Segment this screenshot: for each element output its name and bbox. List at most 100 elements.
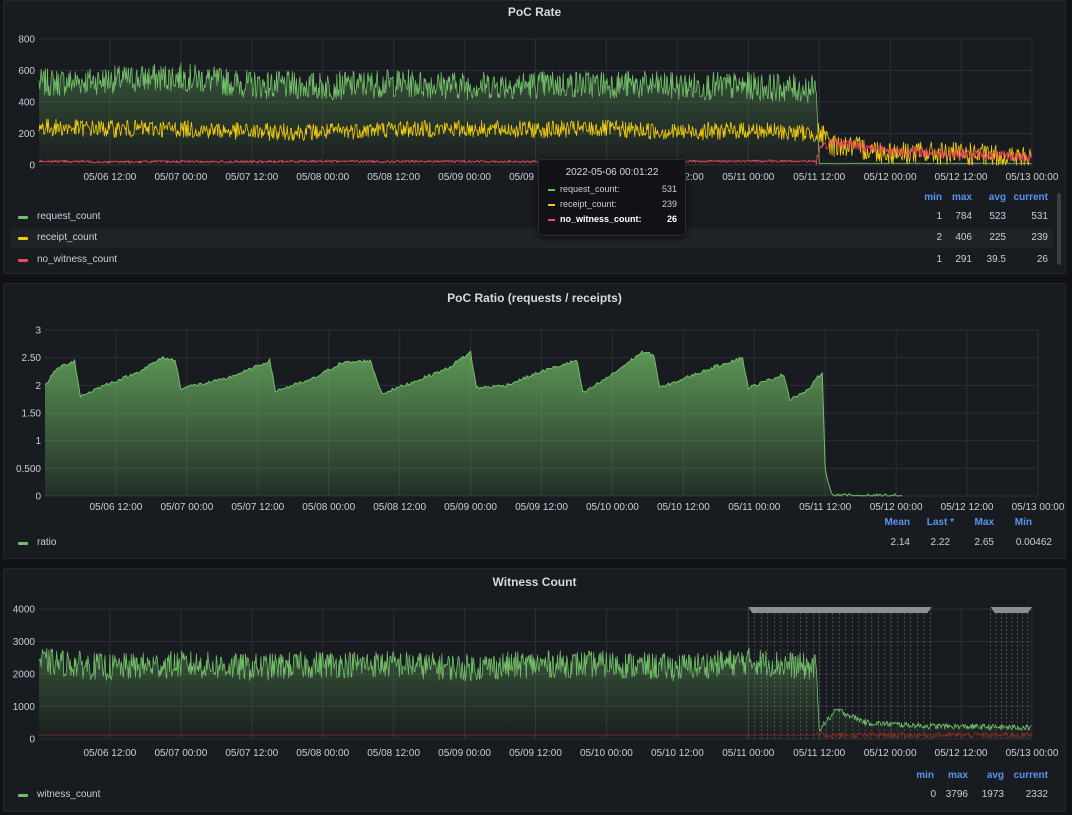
legend-min: 0.00462 (1015, 537, 1052, 548)
legend-header-last[interactable]: Last * (926, 517, 954, 528)
x-tick-label: 05/11 00:00 (722, 172, 775, 183)
legend-label: ratio (37, 537, 57, 548)
x-tick-label: 05/12 00:00 (864, 172, 917, 183)
y-tick-label: 1 (35, 436, 41, 447)
legend-avg: 523 (989, 211, 1006, 222)
series-line-baseline (39, 731, 1032, 739)
y-tick-label: 4000 (13, 605, 36, 616)
legend-row-request-count[interactable]: request_count 1 784 523 531 (10, 207, 1053, 227)
y-tick-label: 800 (18, 35, 35, 46)
y-tick-label: 3 (35, 326, 41, 337)
hover-tooltip: 2022-05-06 00:01:22 request_count: 531 r… (538, 159, 686, 236)
tooltip-time: 2022-05-06 00:01:22 (565, 167, 659, 178)
legend-header-current[interactable]: current (1013, 770, 1048, 781)
legend-row-witness-count[interactable]: witness_count 0 3796 1973 2332 (10, 785, 1053, 805)
x-tick-label: 05/08 00:00 (296, 748, 349, 759)
tooltip-series-name: receipt_count: (560, 199, 617, 209)
x-tick-label: 05/07 00:00 (154, 172, 207, 183)
x-tick-label: 05/08 00:00 (302, 502, 355, 513)
legend-row-no-witness-count[interactable]: no_witness_count 1 291 39.5 26 (10, 250, 1053, 270)
x-tick-label: 05/07 12:00 (225, 172, 278, 183)
x-tick-label: 05/13 00:00 (1006, 748, 1059, 759)
tooltip-row-no-witness-count: no_witness_count: 26 (548, 214, 677, 228)
x-tick-label: 05/07 00:00 (154, 748, 207, 759)
series-line-no_witness_count (38, 139, 1032, 166)
x-tick-label: 05/09 00:00 (438, 748, 491, 759)
legend-row-receipt-count[interactable]: receipt_count 2 406 225 239 (10, 228, 1053, 248)
legend-header-max[interactable]: max (951, 192, 972, 203)
legend-header-min[interactable]: min (924, 192, 942, 203)
x-tick-label: 05/12 00:00 (864, 748, 917, 759)
series-color-swatch (548, 204, 555, 206)
legend-max: 2.65 (974, 537, 994, 548)
legend-current: 26 (1036, 254, 1048, 265)
x-tick-label: 05/10 12:00 (651, 748, 704, 759)
legend-scrollbar[interactable] (1057, 193, 1061, 265)
legend-current: 2332 (1025, 789, 1048, 800)
series-line-witness_count (38, 647, 1032, 732)
legend-label: request_count (37, 211, 101, 222)
legend-last: 2.22 (930, 537, 950, 548)
x-tick-label: 05/09 12:00 (509, 172, 562, 183)
witness-count-panel: Witness Count 0 1000 2000 3000 4000 05/06 12:… (3, 568, 1066, 812)
series-color-swatch (18, 542, 28, 545)
poc-ratio-chart[interactable]: 0 0.500 1 1.50 2 2.50 3 05/06 12:00 05/07 00:00 0… (4, 284, 1065, 516)
x-tick-label: 05/11 12:00 (793, 172, 846, 183)
y-tick-label: 600 (18, 66, 35, 77)
x-tick-label: 05/11 12:00 (793, 748, 846, 759)
y-tick-label: 3000 (13, 637, 36, 648)
legend-min: 0 (930, 789, 936, 800)
x-tick-label: 05/11 00:00 (728, 502, 781, 513)
legend-header-min[interactable]: Min (1014, 517, 1032, 528)
series-color-swatch (548, 189, 555, 191)
series-line-request_count (38, 62, 1032, 165)
tooltip-row-request-count: request_count: 531 (548, 184, 677, 198)
x-tick-label: 05/07 12:00 (225, 748, 278, 759)
y-tick-label: 1.50 (22, 409, 42, 420)
y-tick-label: 1000 (13, 702, 36, 713)
series-color-swatch (18, 794, 28, 797)
x-tick-label: 05/09 00:00 (438, 172, 491, 183)
poc-rate-panel: PoC Rate 0 200 400 600 800 05/06 12:00 05/07 0… (3, 0, 1066, 274)
x-tick-label: 05/11 12:00 (799, 502, 852, 513)
legend-label: receipt_count (37, 232, 98, 243)
x-tick-label: 05/11 00:00 (722, 748, 775, 759)
x-tick-label: 05/09 12:00 (515, 502, 568, 513)
legend-header-max[interactable]: Max (974, 517, 994, 528)
series-color-swatch (18, 259, 28, 262)
legend-header-max[interactable]: max (947, 770, 968, 781)
series-line-ratio (44, 350, 903, 497)
legend-current: 531 (1031, 211, 1048, 222)
x-tick-label: 05/06 12:00 (84, 172, 137, 183)
y-tick-label: 2000 (13, 670, 36, 681)
series-area-ratio (45, 350, 903, 496)
tooltip-series-value: 26 (666, 214, 677, 224)
panel-title: Witness Count (492, 575, 577, 589)
tooltip-series-value: 239 (661, 199, 677, 209)
witness-count-chart[interactable]: 0 1000 2000 3000 4000 05/06 12:00 05/07 00:00 0… (4, 569, 1065, 769)
legend-max: 406 (955, 232, 972, 243)
legend-max: 784 (955, 211, 972, 222)
legend-header-avg[interactable]: avg (988, 192, 1006, 203)
legend-header-mean[interactable]: Mean (884, 517, 910, 528)
panel-title: PoC Ratio (requests / receipts) (447, 291, 622, 305)
tooltip-series-name: no_witness_count: (560, 214, 642, 224)
tooltip-row-receipt-count: receipt_count: 239 (548, 199, 677, 213)
poc-rate-chart[interactable]: 0 200 400 600 800 05/06 12:00 05/07 00:00 05/07… (4, 1, 1065, 191)
series-line-receipt_count (38, 118, 1032, 166)
x-tick-label: 05/12 00:00 (870, 502, 923, 513)
x-tick-label: 05/13 00:00 (1012, 502, 1065, 513)
x-tick-label: 05/07 00:00 (160, 502, 213, 513)
legend-header-current[interactable]: current (1013, 192, 1048, 203)
x-tick-label: 05/12 12:00 (941, 502, 994, 513)
x-tick-label: 05/07 12:00 (231, 502, 284, 513)
legend-min: 1 (936, 211, 942, 222)
legend-row-ratio[interactable]: ratio 2.14 2.22 2.65 0.00462 (10, 533, 1059, 553)
x-tick-label: 05/08 12:00 (373, 502, 426, 513)
legend-avg: 39.5 (986, 254, 1006, 265)
y-tick-label: 2 (35, 381, 41, 392)
x-tick-label: 05/06 12:00 (84, 748, 137, 759)
legend-header-min[interactable]: min (916, 770, 934, 781)
legend-header-avg[interactable]: avg (986, 770, 1004, 781)
series-color-swatch (18, 237, 28, 240)
